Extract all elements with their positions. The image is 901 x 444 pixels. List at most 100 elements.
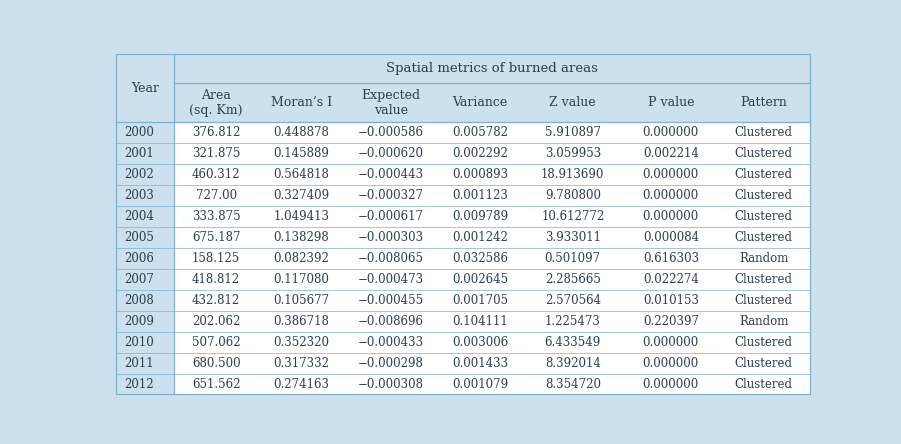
Text: 0.145889: 0.145889	[274, 147, 330, 160]
Text: P value: P value	[648, 96, 694, 109]
Text: 6.433549: 6.433549	[545, 336, 601, 349]
Text: 0.138298: 0.138298	[274, 231, 329, 244]
Text: 2006: 2006	[124, 252, 154, 265]
Text: −0.008696: −0.008696	[358, 315, 424, 328]
Text: 2010: 2010	[124, 336, 154, 349]
Text: 0.352320: 0.352320	[273, 336, 330, 349]
Text: 0.002292: 0.002292	[452, 147, 508, 160]
Text: 1.049413: 1.049413	[273, 210, 330, 223]
Text: 0.317332: 0.317332	[273, 357, 330, 369]
Text: 0.000000: 0.000000	[642, 336, 699, 349]
Text: −0.000298: −0.000298	[358, 357, 424, 369]
Bar	[174, 185, 809, 206]
Text: −0.000617: −0.000617	[358, 210, 424, 223]
Bar	[174, 206, 809, 227]
Text: Moran’s I: Moran’s I	[271, 96, 332, 109]
Text: 0.327409: 0.327409	[273, 189, 330, 202]
Text: 0.000893: 0.000893	[452, 168, 508, 181]
Text: 0.105677: 0.105677	[273, 294, 330, 307]
Text: 0.000000: 0.000000	[642, 357, 699, 369]
Text: 321.875: 321.875	[192, 147, 241, 160]
Text: Clustered: Clustered	[734, 168, 793, 181]
Text: 0.001705: 0.001705	[452, 294, 508, 307]
Text: 202.062: 202.062	[192, 315, 241, 328]
Text: 0.002645: 0.002645	[452, 273, 508, 286]
Text: Clustered: Clustered	[734, 231, 793, 244]
Text: 2012: 2012	[124, 377, 154, 391]
Text: 0.000000: 0.000000	[642, 377, 699, 391]
Text: Random: Random	[739, 252, 788, 265]
Text: 0.010153: 0.010153	[642, 294, 699, 307]
Text: 3.059953: 3.059953	[545, 147, 601, 160]
Text: Spatial metrics of burned areas: Spatial metrics of burned areas	[386, 62, 597, 75]
Text: 0.274163: 0.274163	[273, 377, 330, 391]
Text: −0.000620: −0.000620	[358, 147, 424, 160]
Text: 2011: 2011	[124, 357, 154, 369]
Bar	[174, 373, 809, 394]
Text: 0.000000: 0.000000	[642, 210, 699, 223]
Text: 1.225473: 1.225473	[545, 315, 601, 328]
Text: Pattern: Pattern	[741, 96, 787, 109]
Text: 0.220397: 0.220397	[642, 315, 699, 328]
Text: Expected
value: Expected value	[361, 89, 421, 117]
Bar	[174, 248, 809, 269]
Bar	[174, 54, 809, 83]
Text: Clustered: Clustered	[734, 273, 793, 286]
Bar	[174, 269, 809, 290]
Bar	[116, 54, 174, 394]
Text: 0.001433: 0.001433	[452, 357, 508, 369]
Text: −0.000443: −0.000443	[358, 168, 424, 181]
Text: 0.001123: 0.001123	[452, 189, 508, 202]
Text: 0.448878: 0.448878	[274, 126, 330, 139]
Text: 432.812: 432.812	[192, 294, 241, 307]
Text: 675.187: 675.187	[192, 231, 241, 244]
Text: 0.032586: 0.032586	[452, 252, 508, 265]
Text: 8.354720: 8.354720	[545, 377, 601, 391]
Text: 0.009789: 0.009789	[452, 210, 508, 223]
Text: 0.000000: 0.000000	[642, 126, 699, 139]
Text: 2004: 2004	[124, 210, 154, 223]
Text: Clustered: Clustered	[734, 126, 793, 139]
Text: 0.616303: 0.616303	[642, 252, 699, 265]
Text: Clustered: Clustered	[734, 210, 793, 223]
Text: 8.392014: 8.392014	[545, 357, 601, 369]
Bar	[174, 227, 809, 248]
Text: 376.812: 376.812	[192, 126, 241, 139]
Text: −0.000308: −0.000308	[358, 377, 424, 391]
Text: Clustered: Clustered	[734, 294, 793, 307]
Text: 2009: 2009	[124, 315, 154, 328]
Text: −0.008065: −0.008065	[358, 252, 424, 265]
Text: 333.875: 333.875	[192, 210, 241, 223]
Text: 0.000084: 0.000084	[642, 231, 699, 244]
Text: 2008: 2008	[124, 294, 154, 307]
Text: Clustered: Clustered	[734, 377, 793, 391]
Text: Clustered: Clustered	[734, 147, 793, 160]
Text: 2.570564: 2.570564	[545, 294, 601, 307]
Text: 460.312: 460.312	[192, 168, 241, 181]
Text: 0.501097: 0.501097	[545, 252, 601, 265]
Text: −0.000586: −0.000586	[358, 126, 424, 139]
Text: Area
(sq. Km): Area (sq. Km)	[189, 89, 243, 117]
Text: 5.910897: 5.910897	[545, 126, 601, 139]
Text: 0.002214: 0.002214	[643, 147, 699, 160]
Text: 2005: 2005	[124, 231, 154, 244]
Text: 727.00: 727.00	[196, 189, 237, 202]
Text: 680.500: 680.500	[192, 357, 241, 369]
Text: 0.003006: 0.003006	[451, 336, 508, 349]
Text: Clustered: Clustered	[734, 189, 793, 202]
Text: −0.000433: −0.000433	[358, 336, 424, 349]
Bar	[174, 143, 809, 164]
Text: Variance: Variance	[452, 96, 507, 109]
Text: 0.001242: 0.001242	[452, 231, 508, 244]
Text: 0.104111: 0.104111	[452, 315, 508, 328]
Text: 10.612772: 10.612772	[542, 210, 605, 223]
Text: 9.780800: 9.780800	[545, 189, 601, 202]
Text: 2.285665: 2.285665	[545, 273, 601, 286]
Bar	[174, 353, 809, 373]
Bar	[174, 164, 809, 185]
Bar	[174, 332, 809, 353]
Text: 507.062: 507.062	[192, 336, 241, 349]
Text: 158.125: 158.125	[192, 252, 241, 265]
Text: −0.000455: −0.000455	[358, 294, 424, 307]
Text: 418.812: 418.812	[192, 273, 241, 286]
